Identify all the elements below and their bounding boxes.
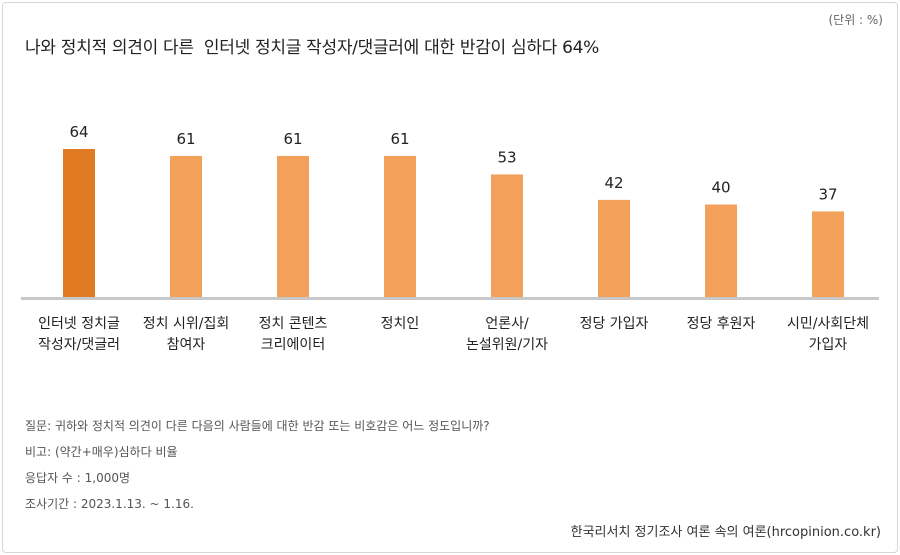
bar-6 — [705, 204, 737, 297]
note-question: 질문: 귀하와 정치적 의견이 다른 다음의 사람들에 대한 반감 또는 비호감… — [25, 419, 490, 433]
chart-baseline — [21, 297, 879, 300]
unit-label: (단위 : %) — [828, 13, 883, 27]
bar-value-label-3: 61 — [390, 130, 409, 148]
category-label-5-line-0: 정당 가입자 — [580, 316, 649, 332]
category-label-7-line-1: 가입자 — [809, 337, 848, 353]
category-label-1-line-0: 정치 시위/집회 — [143, 316, 229, 332]
bar-value-label-5: 42 — [604, 174, 623, 192]
bar-value-label-1: 61 — [176, 130, 195, 148]
bar-value-label-4: 53 — [497, 148, 516, 166]
bar-7 — [812, 211, 844, 297]
bar-2 — [277, 155, 309, 297]
bar-1 — [170, 155, 202, 297]
bar-3 — [384, 155, 416, 297]
bar-4 — [491, 174, 523, 297]
category-label-0-line-0: 인터넷 정치글 — [38, 316, 120, 332]
chart-title: 나와 정치적 의견이 다른 인터넷 정치글 작성자/댓글러에 대한 반감이 심하… — [25, 38, 599, 58]
source-credit: 한국리서치 정기조사 여론 속의 여론(hrcopinion.co.kr) — [570, 525, 881, 540]
category-label-0-line-1: 작성자/댓글러 — [38, 337, 120, 353]
bar-value-label-0: 64 — [69, 123, 88, 141]
category-label-3-line-0: 정치인 — [381, 316, 420, 332]
bar-value-label-6: 40 — [711, 179, 730, 197]
note-respondents: 응답자 수 : 1,000명 — [25, 471, 131, 485]
category-label-2-line-1: 크리에이터 — [261, 337, 325, 353]
category-label-1-line-1: 참여자 — [167, 337, 206, 353]
survey-notes: 질문: 귀하와 정치적 의견이 다른 다음의 사람들에 대한 반감 또는 비호감… — [25, 417, 490, 521]
note-remark: 비고: (약간+매우)심하다 비율 — [25, 445, 178, 459]
bar-5 — [598, 199, 630, 297]
category-label-7-line-0: 시민/사회단체 — [787, 316, 869, 332]
category-label-6-line-0: 정당 후원자 — [687, 316, 756, 332]
bar-value-label-2: 61 — [283, 130, 302, 148]
note-period: 조사기간 : 2023.1.13. ~ 1.16. — [25, 497, 194, 511]
category-label-4-line-0: 언론사/ — [485, 316, 529, 332]
category-label-4-line-1: 논설위원/기자 — [466, 337, 548, 353]
bar-0 — [63, 149, 95, 297]
category-label-2-line-0: 정치 콘텐츠 — [259, 316, 328, 332]
bar-value-label-7: 37 — [818, 185, 837, 203]
